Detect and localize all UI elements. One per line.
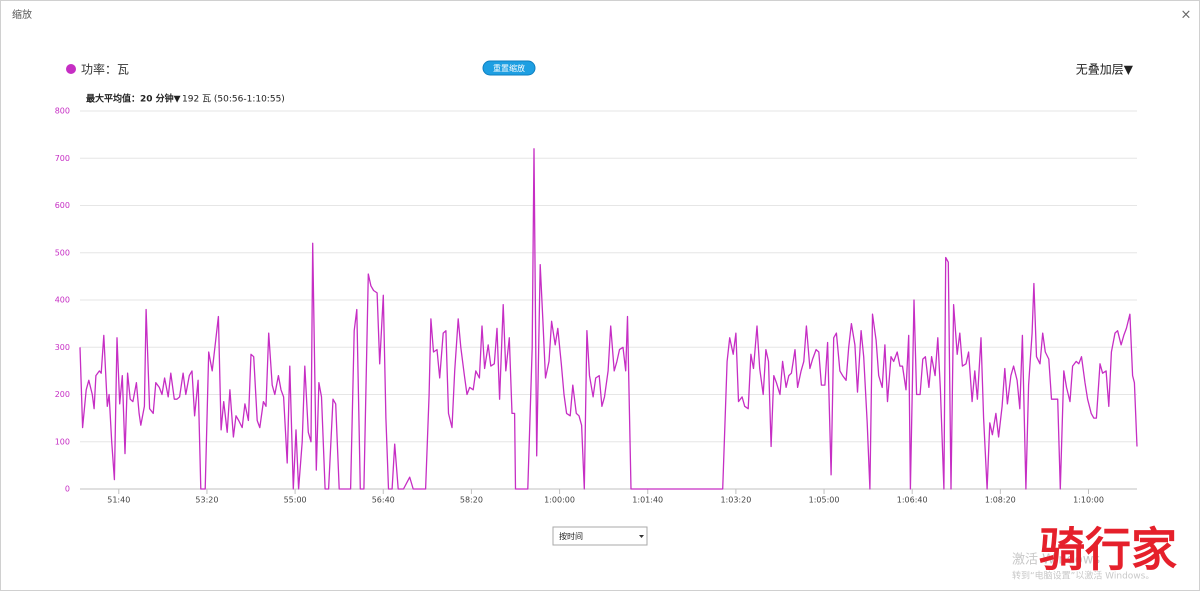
x-tick-label: 1:01:40 (632, 496, 663, 505)
reset-zoom-label[interactable]: 重置缩放 (493, 63, 525, 73)
y-tick-label: 500 (55, 248, 70, 257)
y-tick-label: 600 (55, 201, 70, 210)
y-tick-label: 400 (55, 296, 70, 305)
x-tick-label: 1:06:40 (897, 496, 928, 505)
overlay-dropdown[interactable]: 无叠加层▼ (1076, 63, 1134, 77)
y-tick-label: 200 (55, 390, 70, 399)
power-line (79, 148, 1138, 490)
select-arrow (639, 535, 644, 538)
x-tick-label: 51:40 (107, 496, 130, 505)
reset-zoom-button[interactable] (482, 60, 536, 76)
x-tick-label: 56:40 (372, 496, 395, 505)
x-tick-label: 1:00:00 (544, 496, 575, 505)
legend-marker (66, 64, 76, 74)
x-mode-select[interactable] (552, 526, 648, 546)
plot-area: 0 100 200 300 400 500 600 700 800 51:40 53:20 55:00… (55, 107, 1138, 505)
max-average-label[interactable]: 最大平均值：20 分钟▼ (86, 93, 181, 105)
x-tick-label: 55:00 (284, 496, 307, 505)
y-tick-label: 300 (55, 343, 70, 352)
close-button[interactable]: × (1181, 8, 1192, 23)
y-tick-label: 700 (55, 154, 70, 163)
x-tick-label: 1:05:00 (809, 496, 840, 505)
legend: 功率：瓦 (66, 62, 129, 77)
x-tick-label: 58:20 (460, 496, 483, 505)
x-mode-value[interactable]: 按时间 (559, 531, 583, 541)
window-title: 缩放 (12, 8, 32, 21)
y-tick-label: 100 (55, 437, 70, 446)
watermark-hint: 转到“电脑设置”以激活 Windows。 (1012, 570, 1154, 582)
x-tick-label: 1:10:00 (1073, 496, 1104, 505)
y-tick-label: 0 (65, 485, 70, 494)
watermark-title: 激活 Windows (1012, 553, 1100, 568)
x-tick-label: 1:03:20 (720, 496, 751, 505)
legend-label: 功率：瓦 (81, 62, 129, 77)
y-tick-label: 800 (55, 107, 70, 116)
x-tick-label: 53:20 (195, 496, 218, 505)
logo: 骑行家 (1039, 523, 1177, 577)
max-average-value: 192 瓦 (50:56-1:10:55) (182, 94, 285, 105)
x-tick-label: 1:08:20 (985, 496, 1016, 505)
